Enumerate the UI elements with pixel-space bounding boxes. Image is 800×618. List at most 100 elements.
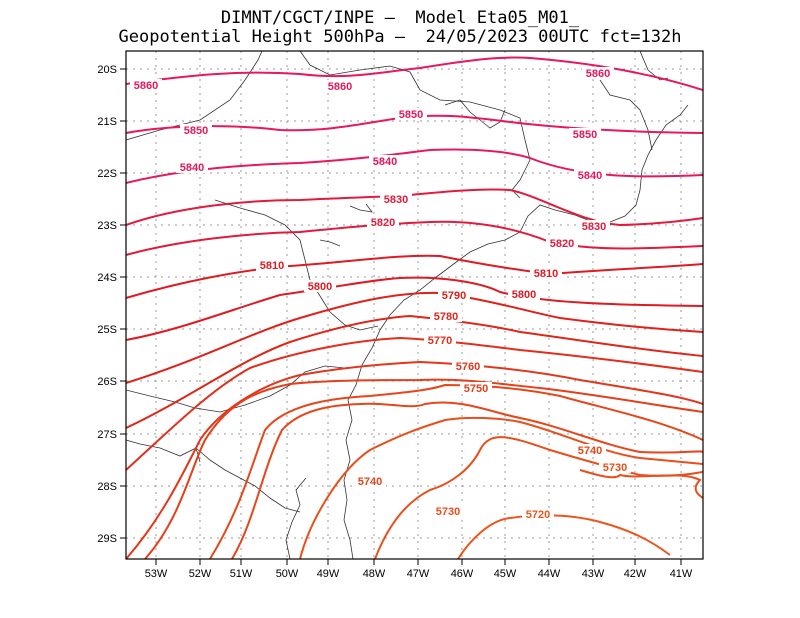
lagoon-coast	[285, 477, 307, 559]
contour-label: 5840	[373, 156, 397, 168]
contour-label: 5810	[260, 260, 284, 272]
contour-label-bg	[508, 288, 540, 300]
contour-label-bg	[304, 280, 336, 292]
contour-label: 5860	[328, 81, 352, 93]
x-tick-label: 43W	[582, 568, 605, 580]
contour-label: 5720	[526, 509, 550, 521]
contour-label: 5790	[442, 290, 466, 302]
river-1	[444, 99, 506, 129]
state-border-4	[126, 51, 263, 141]
y-tick-label: 29S	[97, 533, 117, 545]
x-tick-label: 49W	[317, 568, 340, 580]
x-tick-label: 44W	[538, 568, 561, 580]
contour-label: 5820	[550, 238, 574, 250]
contour-label: 5860	[586, 68, 610, 80]
contour-5800	[126, 276, 703, 341]
contour-5720	[457, 514, 671, 559]
contour-label: 5800	[308, 281, 332, 293]
x-tick-label: 47W	[407, 568, 430, 580]
contour-label-bg	[324, 80, 356, 92]
contour-label-bg	[130, 79, 162, 91]
contour-label-bg	[180, 124, 212, 136]
contour-label-bg	[256, 259, 288, 271]
contour-label-bg	[432, 505, 464, 517]
y-tick-label: 22S	[97, 168, 117, 180]
state-border-8	[126, 439, 201, 463]
contour-label-bg	[430, 310, 462, 322]
contour-label: 5770	[428, 335, 452, 347]
contour-5740	[209, 383, 703, 559]
map-title-line-2: Geopotential Height 500hPa — 24/05/2023 …	[118, 27, 682, 47]
contour-label: 5750	[464, 383, 488, 395]
x-tick-label: 48W	[363, 568, 386, 580]
contour-label: 5740	[358, 476, 382, 488]
contour-5770	[126, 336, 703, 471]
river-2	[349, 203, 373, 213]
height-contours	[126, 56, 703, 559]
contour-label-bg	[380, 193, 412, 205]
contour-label: 5730	[603, 462, 627, 474]
contour-label-bg	[367, 216, 399, 228]
atlantic-coastline	[343, 104, 689, 559]
map-frame	[125, 50, 704, 560]
state-border-6	[599, 79, 653, 151]
contour-5730	[374, 436, 703, 559]
contour-label-bg	[176, 161, 208, 173]
x-tick-label: 50W	[276, 568, 299, 580]
y-tick-label: 24S	[97, 272, 117, 284]
map-title-line-1: DIMNT/CGCT/INPE — Model Eta05_M01_	[220, 8, 580, 28]
contour-label-bg	[395, 108, 427, 120]
contour-label-bg	[530, 267, 562, 279]
contour-label-bg	[578, 220, 610, 232]
contour-5840	[126, 148, 703, 184]
contour-label-bg	[569, 128, 601, 140]
contour-label: 5840	[180, 162, 204, 174]
x-tick-label: 45W	[494, 568, 517, 580]
contour-label-bg	[574, 169, 606, 181]
contour-label: 5830	[582, 221, 606, 233]
contour-label: 5830	[384, 194, 408, 206]
x-tick-label: 53W	[145, 568, 168, 580]
contour-label-bg	[574, 444, 606, 456]
contour-label-bg	[354, 475, 386, 487]
y-tick-label: 21S	[97, 116, 117, 128]
contour-5810	[126, 254, 703, 299]
contour-5830	[126, 188, 703, 227]
contour-labels: 5860 5860 5860 5850 5850 5850 5840 5840 5840 5830…	[130, 67, 631, 521]
contour-label: 5800	[512, 289, 536, 301]
contour-label-bg	[599, 461, 631, 473]
contour-label-bg	[369, 155, 401, 167]
contour-5730	[299, 416, 703, 559]
contour-label: 5780	[434, 311, 458, 323]
contour-label: 5760	[456, 361, 480, 373]
river-3	[319, 239, 341, 247]
contour-label: 5840	[578, 170, 602, 182]
contour-label-bg	[522, 508, 554, 520]
state-border-5	[299, 51, 531, 199]
x-tick-label: 51W	[230, 568, 253, 580]
contour-label-bg	[438, 289, 470, 301]
x-tick-label: 46W	[451, 568, 474, 580]
contour-5750	[144, 378, 703, 559]
y-tick-label: 23S	[97, 220, 117, 232]
contour-label: 5810	[534, 268, 558, 280]
y-tick-label: 27S	[97, 429, 117, 441]
y-tick-label: 25S	[97, 324, 117, 336]
x-tick-label: 52W	[189, 568, 212, 580]
contour-label-bg	[424, 334, 456, 346]
contour-label-bg	[452, 360, 484, 372]
contour-label: 5740	[578, 445, 602, 457]
contour-label: 5850	[573, 129, 597, 141]
contour-label: 5850	[184, 125, 208, 137]
contour-label: 5730	[436, 506, 460, 518]
x-tick-label: 41W	[670, 568, 693, 580]
contour-5740	[231, 401, 703, 559]
axis-ticks: 53W 52W 51W 50W 49W 48W 47W 46W 45W 44W 43W 42W 41W 2…	[97, 64, 693, 580]
contour-label: 5850	[399, 109, 423, 121]
state-border-1	[126, 365, 346, 413]
contour-label: 5860	[134, 80, 158, 92]
contour-label: 5820	[371, 217, 395, 229]
contour-label-bg	[460, 382, 492, 394]
x-tick-label: 42W	[624, 568, 647, 580]
